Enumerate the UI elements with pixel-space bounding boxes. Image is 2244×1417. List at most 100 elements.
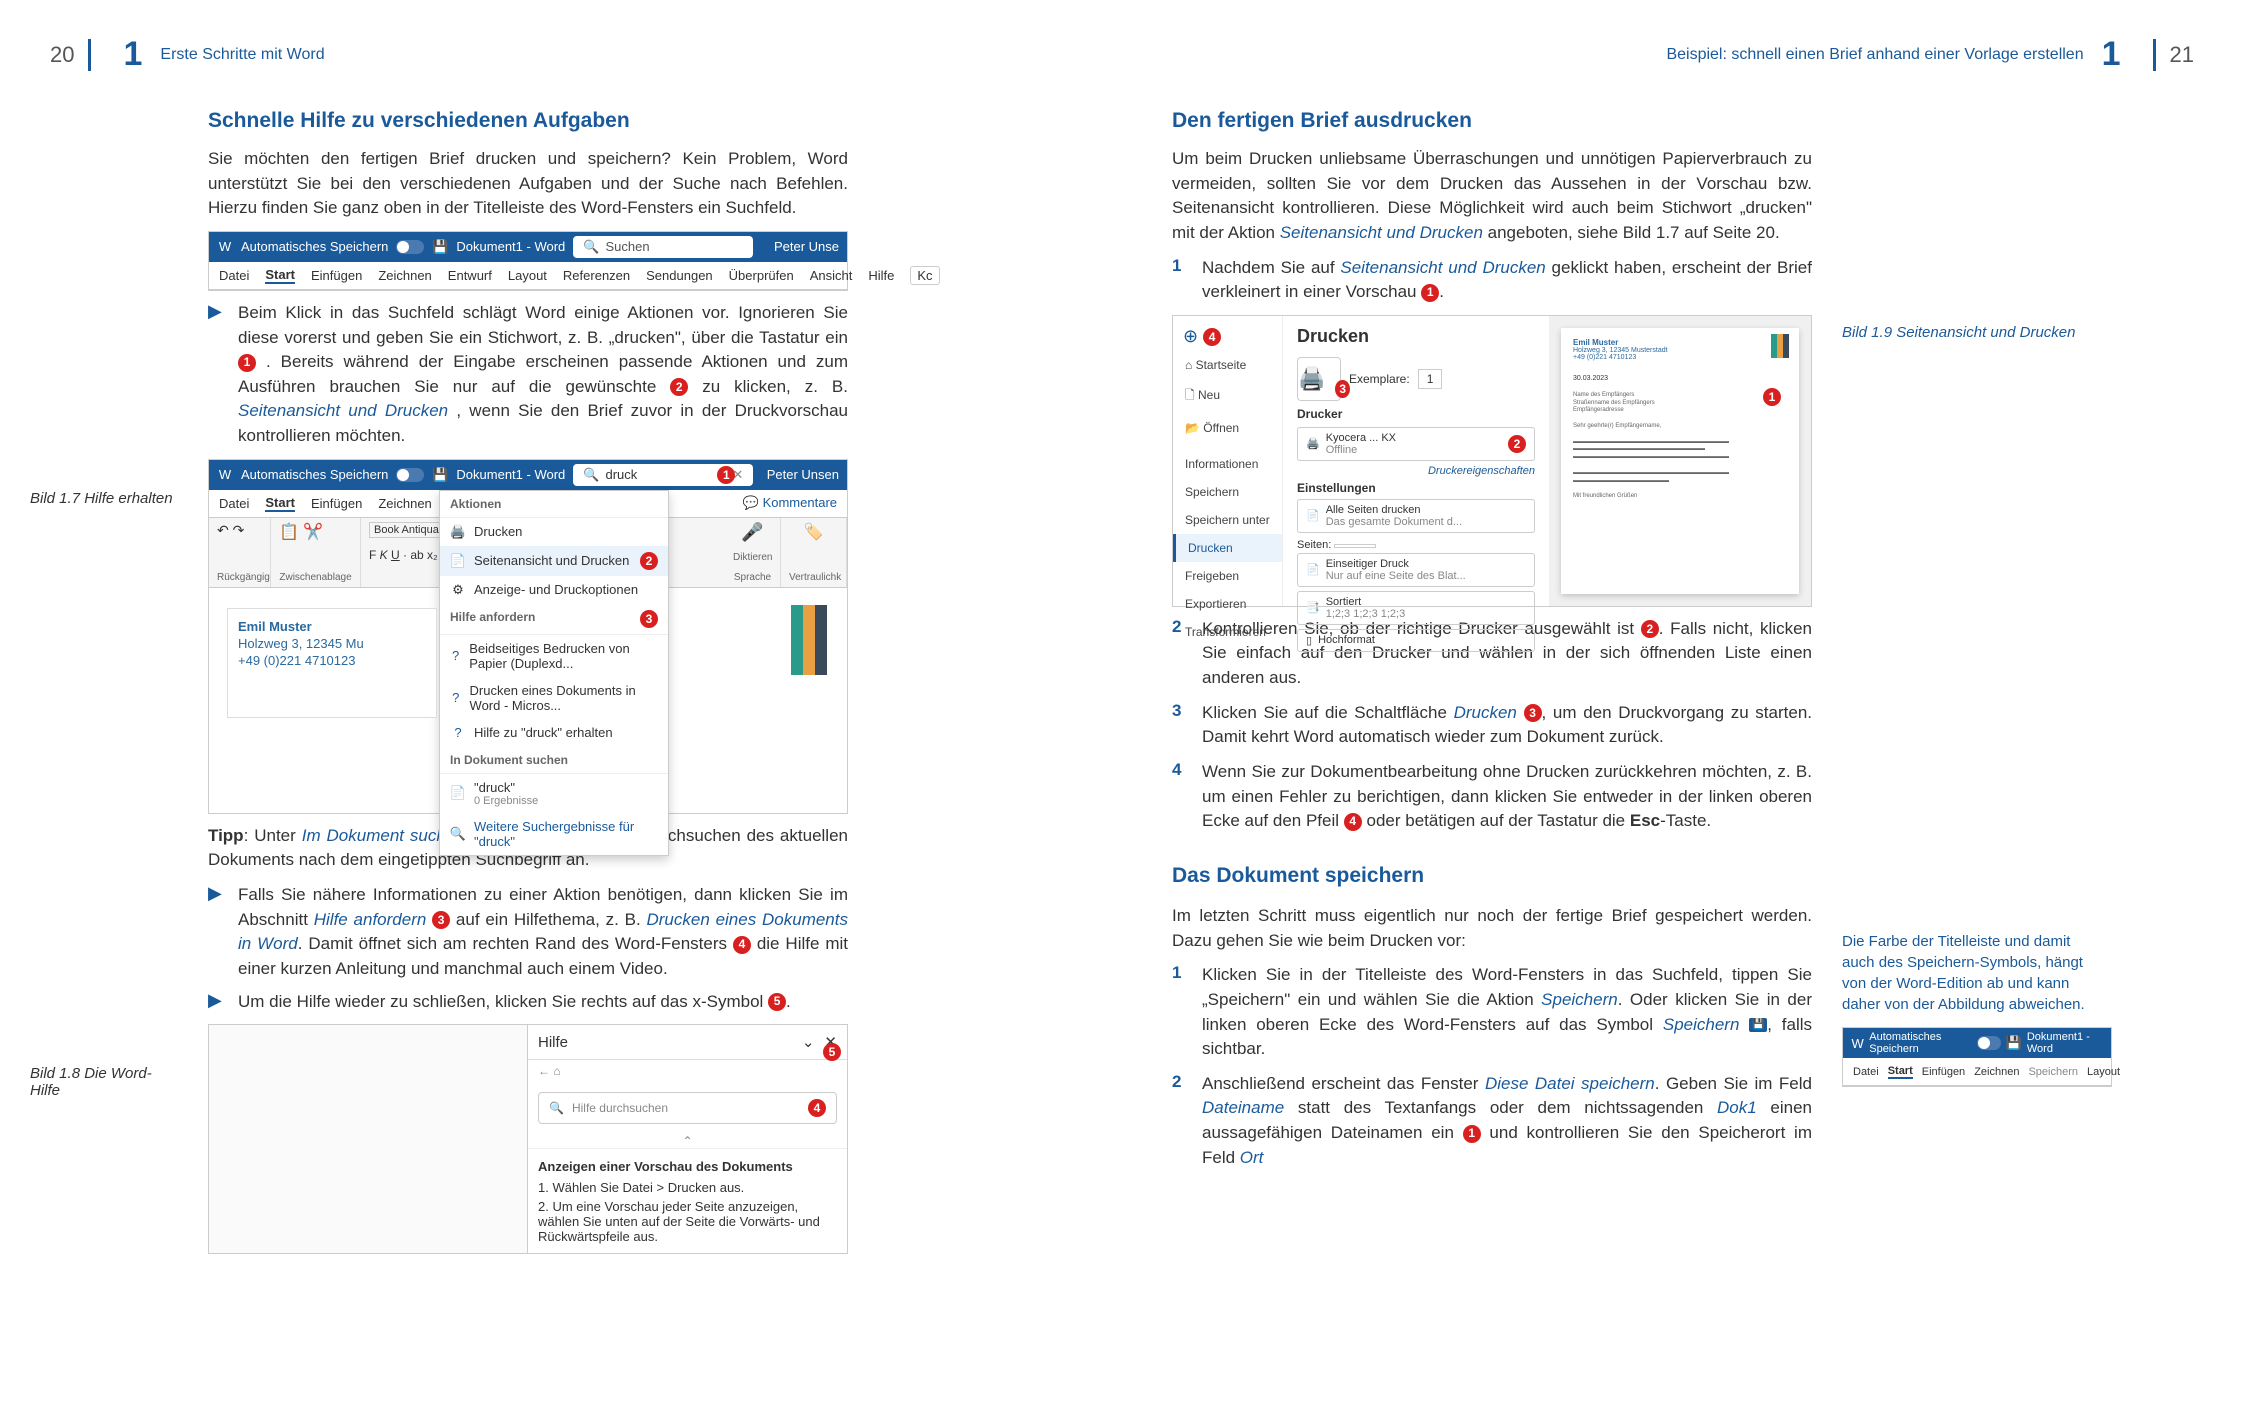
addr-l1: Holzweg 3, 12345 Mu xyxy=(238,636,364,651)
setting-sort[interactable]: 📑Sortiert1;2;3 1;2;3 1;2;3 xyxy=(1297,591,1535,625)
tab-datei[interactable]: Datei xyxy=(219,496,249,511)
seiten-input[interactable] xyxy=(1334,544,1376,548)
tab-ueberpruefen[interactable]: Überprüfen xyxy=(729,268,794,283)
dd-doc-1[interactable]: 📄"druck"0 Ergebnisse xyxy=(440,774,668,813)
s2-link2: Dateiname xyxy=(1202,1098,1284,1117)
nav-oeffnen[interactable]: 📂 Öffnen xyxy=(1173,414,1282,442)
word-titlebar: W Automatisches Speichern 💾 Dokument1 - … xyxy=(209,232,847,262)
save-icon[interactable]: 💾 xyxy=(432,239,448,255)
prev-tel: +49 (0)221 4710123 xyxy=(1573,354,1787,361)
tab-start[interactable]: Start xyxy=(265,495,295,512)
setting-orientation[interactable]: ▯Hochformat xyxy=(1297,629,1535,652)
nav-info[interactable]: Informationen xyxy=(1173,450,1282,478)
callout-1: 1 xyxy=(1421,284,1439,302)
intro-paragraph: Sie möchten den fertigen Brief drucken u… xyxy=(208,147,848,221)
n4-b: oder betätigen auf der Tastatur die xyxy=(1362,811,1630,830)
chapter-title: Erste Schritte mit Word xyxy=(160,46,324,64)
nav-neu[interactable]: 🗋 Neu xyxy=(1173,379,1282,414)
dd-help-3[interactable]: ?Hilfe zu "druck" erhalten xyxy=(440,719,668,747)
word-icon: W xyxy=(1851,1035,1864,1051)
chevron-down-icon[interactable]: ⌄ xyxy=(802,1034,815,1051)
tab-zeichnen[interactable]: Zeichnen xyxy=(378,268,431,283)
tab-zeichnen[interactable]: Zeichnen xyxy=(378,496,431,511)
orient-icon: ▯ xyxy=(1306,634,1312,647)
s2-link3: Dok1 xyxy=(1717,1098,1757,1117)
mini-tab-layout[interactable]: Layout xyxy=(2087,1066,2120,1078)
autosave-label: Automatisches Speichern xyxy=(241,467,388,482)
mini-tab-speichern[interactable]: Speichern xyxy=(2028,1066,2078,1078)
seiten-row: Seiten: xyxy=(1297,537,1535,553)
search-placeholder: Suchen xyxy=(605,239,649,254)
save-icon[interactable]: 💾 xyxy=(432,467,448,483)
tab-einfuegen[interactable]: Einfügen xyxy=(311,496,362,511)
chevron-up-icon[interactable]: ⌃ xyxy=(528,1134,847,1148)
dd-more[interactable]: 🔍Weitere Suchergebnisse für "druck" xyxy=(440,813,668,855)
dd-help-2[interactable]: ?Drucken eines Dokuments in Word - Micro… xyxy=(440,677,668,719)
nav-speichern[interactable]: Speichern xyxy=(1173,478,1282,506)
mini-autosave: Automatisches Speichern xyxy=(1869,1031,1972,1055)
group-sensitivity[interactable]: 🏷️ Vertraulichk xyxy=(781,518,847,587)
right-margin: Bild 1.9 Seitenansicht und Drucken Die F… xyxy=(1842,109,2092,1170)
printer-select[interactable]: 🖨️ Kyocera ... KXOffline 2 xyxy=(1297,427,1535,461)
backstage-nav: ⊕ 4 ⌂ Startseite 🗋 Neu 📂 Öffnen Informat… xyxy=(1173,316,1283,606)
nav-exportieren[interactable]: Exportieren xyxy=(1173,590,1282,618)
step-1: 1 Nachdem Sie auf Seitenansicht und Druc… xyxy=(1172,256,1812,305)
prev-addr: Holzweg 3, 12345 Musterstadt xyxy=(1573,347,1787,354)
s1b: Das gesamte Dokument d... xyxy=(1326,516,1462,528)
group-dictate[interactable]: 🎤 Diktieren Sprache xyxy=(725,518,781,587)
kc-button[interactable]: Kc xyxy=(910,266,939,285)
tab-einfuegen[interactable]: Einfügen xyxy=(311,268,362,283)
setting-pages[interactable]: 📄Alle Seiten druckenDas gesamte Dokument… xyxy=(1297,499,1535,533)
ribbon-tabs: Datei Start Einfügen Zeichnen Entwurf La… xyxy=(209,262,847,290)
nav-drucken[interactable]: Drucken xyxy=(1173,534,1282,562)
dd-item-seitenansicht[interactable]: 📄Seitenansicht und Drucken2 xyxy=(440,546,668,576)
step-num: 2 xyxy=(1172,1072,1202,1171)
mini-tab-zeichnen[interactable]: Zeichnen xyxy=(1974,1066,2019,1078)
callout-1: 1 xyxy=(1463,1125,1481,1143)
tab-hilfe[interactable]: Hilfe xyxy=(868,268,894,283)
help-search[interactable]: 🔍 Hilfe durchsuchen 4 xyxy=(538,1092,837,1124)
search-dropdown: Aktionen 🖨️Drucken 📄Seitenansicht und Dr… xyxy=(439,490,669,856)
tab-start[interactable]: Start xyxy=(265,267,295,284)
dd-item-anzeige[interactable]: ⚙Anzeige- und Druckoptionen xyxy=(440,576,668,604)
nav-start-label: Startseite xyxy=(1196,358,1247,372)
kommentare[interactable]: 💬 Kommentare xyxy=(743,495,837,511)
mini-toggle[interactable] xyxy=(1977,1036,2001,1050)
tab-datei[interactable]: Datei xyxy=(219,268,249,283)
nav-freigeben[interactable]: Freigeben xyxy=(1173,562,1282,590)
bullet-marker: ▶ xyxy=(208,883,238,982)
help-icon: ? xyxy=(450,648,461,664)
tab-ansicht[interactable]: Ansicht xyxy=(810,268,853,283)
vertraulich-label: Vertraulichk xyxy=(789,572,838,583)
tab-sendungen[interactable]: Sendungen xyxy=(646,268,713,283)
tab-entwurf[interactable]: Entwurf xyxy=(448,268,492,283)
exemplare-value[interactable]: 1 xyxy=(1418,369,1443,389)
back-arrow[interactable]: ⊕ 4 xyxy=(1173,322,1282,351)
mini-tab-datei[interactable]: Datei xyxy=(1853,1066,1879,1078)
mini-doc: Dokument1 - Word xyxy=(2027,1031,2103,1055)
nav-speichern-unter[interactable]: Speichern unter xyxy=(1173,506,1282,534)
tab-layout[interactable]: Layout xyxy=(508,268,547,283)
autosave-toggle[interactable] xyxy=(396,468,424,482)
n3-b xyxy=(1517,703,1524,722)
nav-transform[interactable]: Transformieren xyxy=(1173,618,1282,646)
dd-help-1[interactable]: ?Beidseitiges Bedrucken von Papier (Dupl… xyxy=(440,635,668,677)
mini-tab-start[interactable]: Start xyxy=(1888,1065,1913,1079)
page-number: 20 xyxy=(50,42,74,68)
save-icon[interactable]: 💾 xyxy=(2006,1035,2022,1051)
dd-item-drucken[interactable]: 🖨️Drucken xyxy=(440,518,668,546)
mini-tab-einfuegen[interactable]: Einfügen xyxy=(1922,1066,1965,1078)
tab-referenzen[interactable]: Referenzen xyxy=(563,268,630,283)
search-box-filled[interactable]: 🔍 druck 1 ✕ xyxy=(573,464,753,486)
s1-link1: Speichern xyxy=(1541,990,1618,1009)
doc-preview-left: Emil Muster Holzweg 3, 12345 Mu +49 (0)2… xyxy=(227,608,437,718)
print-button[interactable]: 🖨️3 xyxy=(1297,357,1341,401)
group-undo-label: Rückgängig xyxy=(217,572,262,583)
setting-duplex[interactable]: 📄Einseitiger DruckNur auf eine Seite des… xyxy=(1297,553,1535,587)
print-preview: Emil Muster Holzweg 3, 12345 Musterstadt… xyxy=(1549,316,1811,606)
search-box[interactable]: 🔍 Suchen xyxy=(573,236,753,258)
nav-startseite[interactable]: ⌂ Startseite xyxy=(1173,351,1282,379)
printer-props-link[interactable]: Druckereigenschaften xyxy=(1297,465,1535,477)
autosave-toggle[interactable] xyxy=(396,240,424,254)
addr-l2: +49 (0)221 4710123 xyxy=(238,653,355,668)
